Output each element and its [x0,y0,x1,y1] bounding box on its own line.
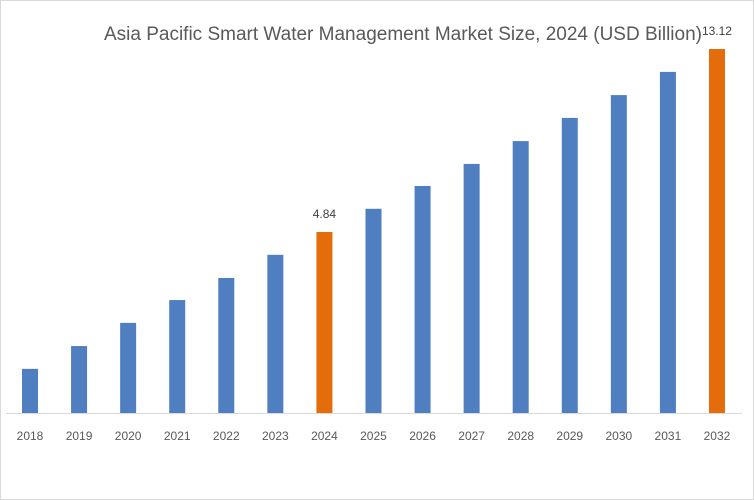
x-tick-label: 2026 [409,429,436,443]
bar-2030 [610,95,627,413]
x-tick-label: 2031 [655,429,682,443]
x-tick-label: 2025 [360,429,387,443]
x-tick-label: 2024 [311,429,338,443]
bar-2024 [316,231,333,413]
data-label-2024: 4.84 [313,207,337,221]
x-tick-label: 2019 [66,429,93,443]
x-tick-label: 2021 [164,429,191,443]
bar-2021 [169,300,186,413]
x-tick-label: 2028 [507,429,534,443]
bar-2019 [71,346,88,413]
x-tick-label: 2032 [704,429,731,443]
data-label-2032: 13.12 [702,24,732,38]
bar-2023 [267,254,284,413]
bar-2022 [218,277,235,413]
bar-2032 [708,49,725,413]
bar-2020 [120,322,137,413]
x-tick-label: 2022 [213,429,240,443]
x-tick-label: 2018 [17,429,44,443]
bar-2026 [414,185,431,413]
bar-2018 [22,368,38,413]
x-tick-label: 2029 [556,429,583,443]
chart-title: Asia Pacific Smart Water Management Mark… [103,24,702,45]
bar-2031 [659,71,676,414]
x-tick-label: 2030 [605,429,632,443]
x-tick-label: 2027 [458,429,485,443]
bar-2027 [463,163,480,413]
bar-2025 [365,208,382,413]
bar-2029 [561,117,578,413]
bar-2028 [512,141,529,414]
x-tick-label: 2020 [115,429,142,443]
x-tick-label: 2023 [262,429,289,443]
